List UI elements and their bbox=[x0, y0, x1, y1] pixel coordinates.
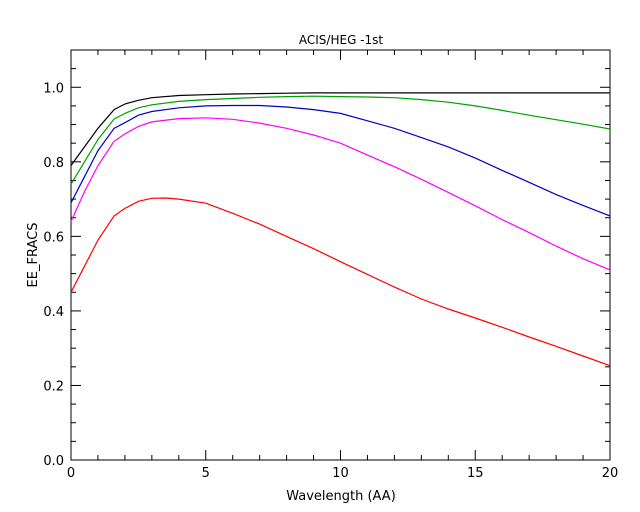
series-line-1 bbox=[70, 92, 610, 166]
y-tick-label: 1.0 bbox=[43, 81, 64, 96]
x-tick-label: 10 bbox=[332, 466, 349, 481]
series-line-3 bbox=[70, 104, 611, 217]
y-tick-label: 0.2 bbox=[43, 379, 64, 394]
axis-ticks bbox=[70, 49, 611, 461]
chart-title: ACIS/HEG -1st bbox=[299, 33, 384, 47]
x-tick-label: 0 bbox=[67, 466, 75, 481]
y-tick-label: 0.6 bbox=[43, 230, 64, 245]
y-tick-label: 0.8 bbox=[43, 156, 64, 171]
y-axis-title: EE_FRACS bbox=[26, 223, 41, 288]
x-tick-label: 15 bbox=[467, 466, 484, 481]
axis-tick-labels: 0 5 10 15 20 0.0 0.2 0.4 0.6 0.8 1.0 bbox=[43, 81, 618, 481]
x-tick-label: 20 bbox=[602, 466, 619, 481]
series-line-5 bbox=[70, 197, 611, 367]
x-tick-label: 5 bbox=[202, 466, 210, 481]
series-group bbox=[70, 92, 611, 367]
series-line-2 bbox=[70, 95, 611, 185]
y-tick-label: 0.0 bbox=[43, 454, 64, 469]
x-axis-title: Wavelength (AA) bbox=[286, 489, 396, 504]
series-line-4 bbox=[70, 117, 611, 271]
y-tick-label: 0.4 bbox=[43, 305, 64, 320]
